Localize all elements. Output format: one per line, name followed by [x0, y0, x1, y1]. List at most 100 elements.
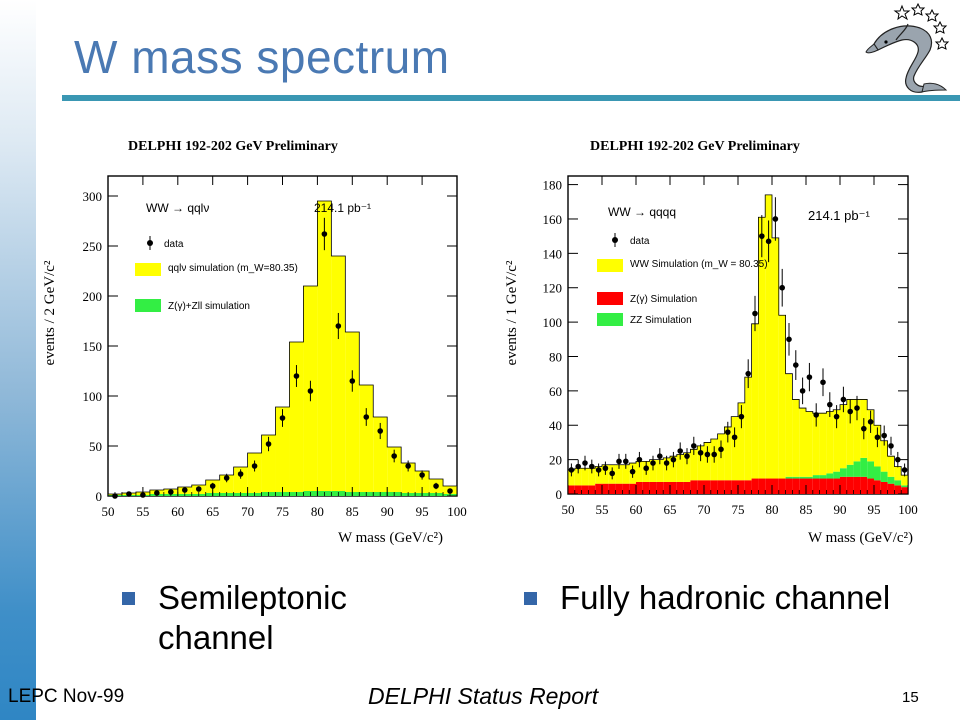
- right-bar: [901, 475, 908, 486]
- left-bar: [387, 447, 402, 492]
- right-bar: [690, 480, 698, 494]
- right-bar: [710, 480, 718, 494]
- right-bar: [785, 373, 793, 477]
- right-bar: [812, 413, 820, 476]
- right-bar: [799, 408, 806, 477]
- left-data-point: [251, 463, 258, 469]
- right-legend: data WW Simulation (m_W = 80.35) Z(γ) Si…: [597, 233, 768, 326]
- right-bar: [772, 478, 779, 494]
- right-bar: [887, 456, 895, 477]
- right-bar: [853, 399, 861, 462]
- left-data-point: [209, 483, 216, 489]
- left-bar: [401, 463, 416, 493]
- right-bar: [697, 480, 704, 494]
- left-lumi-label: 214.1 pb⁻¹: [314, 201, 371, 215]
- left-data-point: [363, 414, 370, 420]
- left-data-point: [223, 475, 230, 481]
- left-stack-outline: [107, 200, 458, 496]
- left-y-tick-label: 100: [83, 389, 103, 404]
- right-data-point: [650, 460, 656, 466]
- semileptonic-histogram: DELPHI 192-202 GeV Preliminary 50 55 60 65 7…: [42, 139, 467, 546]
- right-data-point: [670, 456, 677, 463]
- right-bar: [880, 440, 888, 472]
- right-legend-zz: ZZ Simulation: [630, 315, 692, 326]
- right-ylabel: events / 1 GeV/c²: [504, 260, 520, 365]
- right-bar: [676, 481, 684, 494]
- right-xlabel: W mass (GeV/c²): [808, 530, 913, 546]
- right-bar: [676, 454, 684, 482]
- right-bar: [833, 478, 840, 494]
- right-bar: [880, 481, 888, 494]
- right-bar: [717, 480, 725, 494]
- left-data-point: [419, 472, 425, 478]
- right-bar: [595, 483, 602, 494]
- left-y-tick-label: 250: [83, 239, 103, 254]
- right-bar: [792, 399, 800, 477]
- right-data-point: [752, 310, 758, 317]
- right-bar: [670, 456, 677, 482]
- left-bar: [219, 475, 234, 493]
- right-bar: [792, 476, 800, 479]
- right-bar: [738, 402, 745, 481]
- right-y-tick-label: 100: [543, 315, 563, 330]
- right-y-tick-label: 160: [543, 212, 563, 227]
- left-y-tick-label: 300: [83, 189, 103, 204]
- right-data-point: [820, 379, 826, 386]
- left-data-point: [293, 373, 300, 379]
- left-y-tick-label: 50: [89, 439, 102, 454]
- right-y-tick-label: 60: [549, 384, 562, 399]
- right-data-point: [745, 370, 751, 377]
- right-bar: [738, 480, 745, 494]
- left-x-tick-label: 70: [241, 504, 254, 519]
- right-bar: [622, 483, 630, 494]
- right-bar: [785, 478, 793, 494]
- right-bar: [744, 480, 752, 494]
- right-data-point: [765, 238, 772, 245]
- right-bar: [683, 452, 691, 482]
- right-bar: [901, 487, 908, 494]
- right-data-point: [759, 233, 765, 239]
- right-bar: [894, 480, 902, 486]
- right-bar: [867, 478, 874, 494]
- right-bar: [649, 459, 657, 482]
- right-y-tick-label: 80: [549, 349, 562, 364]
- right-data-point: [731, 434, 738, 441]
- left-x-tick-label: 50: [102, 504, 115, 519]
- right-bar: [697, 445, 704, 481]
- right-process-label: WW → qqqq: [608, 205, 676, 219]
- left-data-point: [279, 415, 286, 421]
- title-rule: [62, 95, 960, 101]
- right-bar: [731, 480, 738, 494]
- right-bar: [901, 485, 908, 488]
- right-bar: [724, 480, 732, 494]
- right-data-point: [595, 467, 602, 473]
- left-bar: [345, 332, 360, 492]
- left-legend-green-swatch: [135, 299, 161, 312]
- right-data-point: [623, 458, 629, 465]
- right-data-point: [861, 425, 867, 432]
- right-bar: [629, 483, 636, 494]
- right-bar: [880, 471, 888, 482]
- right-bar: [649, 481, 657, 494]
- right-bar: [840, 404, 847, 469]
- right-legend-yellow-swatch: [597, 259, 623, 272]
- right-y-tick-label: 120: [543, 281, 563, 296]
- right-bar: [860, 457, 868, 477]
- right-bar: [636, 461, 643, 482]
- right-bar: [724, 426, 732, 481]
- bullet-square-icon: [524, 592, 537, 605]
- right-x-tick-label: 95: [868, 502, 881, 517]
- left-data-point: [447, 488, 453, 494]
- bullet-hadronic-text: Fully hadronic channel: [560, 579, 891, 616]
- right-x-tick-label: 85: [800, 502, 813, 517]
- left-x-tick-label: 100: [447, 504, 467, 519]
- right-bar: [846, 464, 854, 477]
- left-x-tick-label: 55: [136, 504, 149, 519]
- left-data-point: [307, 388, 314, 394]
- left-y-tick-label: 0: [96, 489, 103, 504]
- right-bar: [683, 481, 691, 494]
- right-data-point: [629, 468, 636, 475]
- right-data-point: [901, 467, 908, 473]
- hadronic-histogram: DELPHI 192-202 GeV Preliminary 50 55 60 65 7…: [504, 139, 918, 546]
- right-data-point: [663, 460, 670, 466]
